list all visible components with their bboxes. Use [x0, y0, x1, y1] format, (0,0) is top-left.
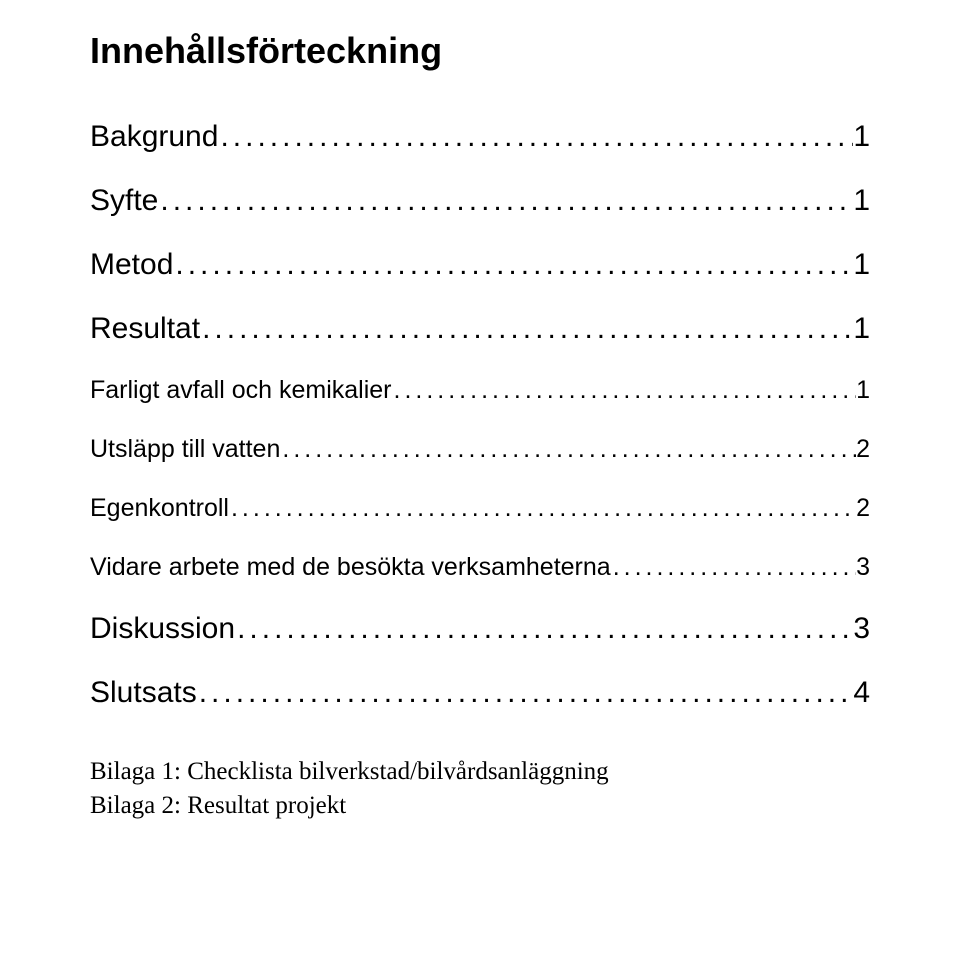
toc-leader: ........................................…	[229, 494, 856, 523]
toc-label: Resultat	[90, 312, 200, 346]
toc-label: Vidare arbete med de besökta verksamhete…	[90, 553, 611, 582]
toc-entry: Diskussion .............................…	[90, 612, 870, 646]
page-title: Innehållsförteckning	[90, 30, 870, 72]
toc-leader: ........................................…	[611, 553, 856, 582]
toc-leader: ........................................…	[218, 120, 853, 154]
toc-entry: Metod ..................................…	[90, 248, 870, 282]
appendix-block: Bilaga 1: Checklista bilverkstad/bilvård…	[90, 755, 870, 823]
toc-label: Syfte	[90, 184, 158, 218]
toc-page: 4	[853, 676, 870, 710]
toc-page: 1	[853, 312, 870, 346]
toc-entry: Slutsats ...............................…	[90, 676, 870, 710]
toc-page: 1	[853, 184, 870, 218]
toc-entry: Utsläpp till vatten ....................…	[90, 435, 870, 464]
toc-leader: ........................................…	[173, 248, 853, 282]
toc-label: Diskussion	[90, 612, 235, 646]
toc-entry: Vidare arbete med de besökta verksamhete…	[90, 553, 870, 582]
toc-label: Bakgrund	[90, 120, 218, 154]
toc-page: 2	[856, 435, 870, 464]
toc-entry: Resultat ...............................…	[90, 312, 870, 346]
toc-entry: Farligt avfall och kemikalier ..........…	[90, 376, 870, 405]
toc-leader: ........................................…	[235, 612, 853, 646]
toc-leader: ........................................…	[158, 184, 853, 218]
toc-page: 1	[853, 248, 870, 282]
toc-leader: ........................................…	[392, 376, 857, 405]
toc-page: 3	[856, 553, 870, 582]
toc-entry: Egenkontroll ...........................…	[90, 494, 870, 523]
toc-leader: ........................................…	[200, 312, 853, 346]
toc-label: Utsläpp till vatten	[90, 435, 280, 464]
toc-page: 3	[853, 612, 870, 646]
appendix-line: Bilaga 1: Checklista bilverkstad/bilvård…	[90, 755, 870, 789]
toc-label: Egenkontroll	[90, 494, 229, 523]
toc-page: 2	[856, 494, 870, 523]
toc-entry: Syfte ..................................…	[90, 184, 870, 218]
toc-entry: Bakgrund ...............................…	[90, 120, 870, 154]
toc-leader: ........................................…	[280, 435, 856, 464]
toc-leader: ........................................…	[197, 676, 854, 710]
toc-page: 1	[856, 376, 870, 405]
toc-page: 1	[853, 120, 870, 154]
toc-label: Farligt avfall och kemikalier	[90, 376, 392, 405]
toc-label: Metod	[90, 248, 173, 282]
toc-label: Slutsats	[90, 676, 197, 710]
appendix-line: Bilaga 2: Resultat projekt	[90, 789, 870, 823]
